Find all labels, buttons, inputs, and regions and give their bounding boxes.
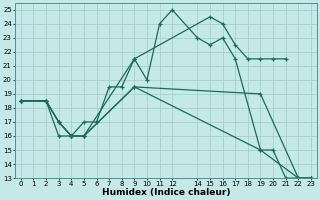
X-axis label: Humidex (Indice chaleur): Humidex (Indice chaleur) bbox=[102, 188, 230, 197]
